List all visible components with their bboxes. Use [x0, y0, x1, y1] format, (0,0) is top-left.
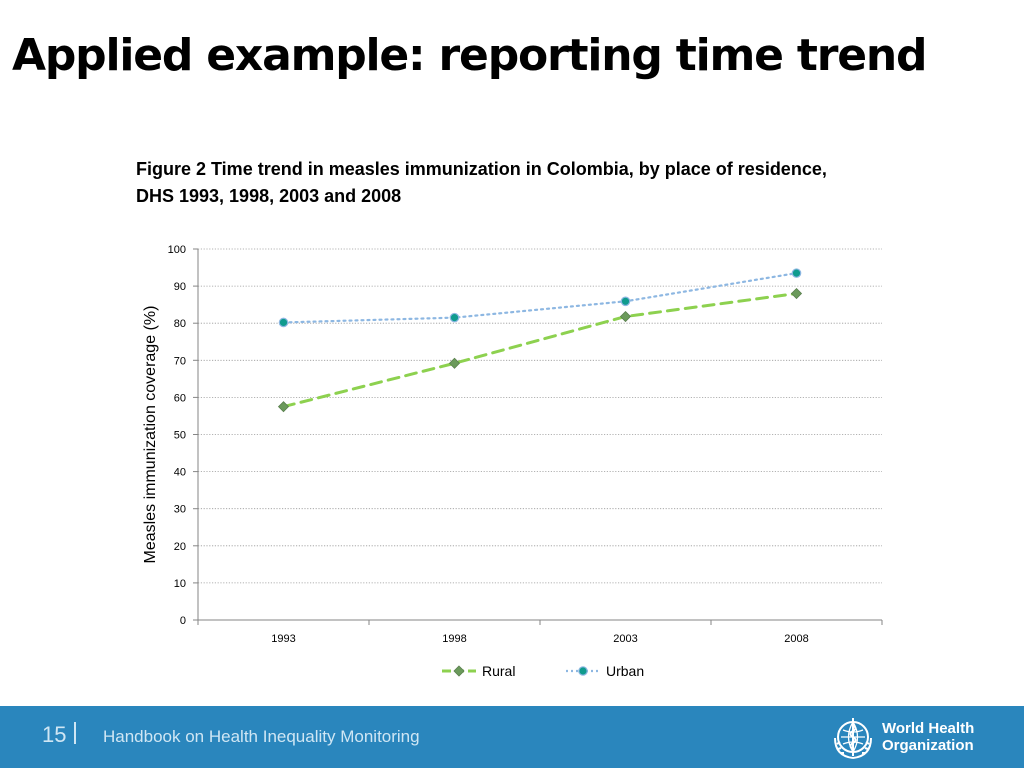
y-tick-label: 30 [174, 504, 186, 516]
y-tick-label: 0 [180, 615, 186, 627]
y-tick-label: 90 [174, 281, 186, 293]
who-organization-name: World Health Organization [882, 720, 974, 754]
x-tick-label: 1993 [271, 633, 295, 645]
y-tick-label: 40 [174, 467, 186, 479]
figure-caption-line-1: Figure 2 Time trend in measles immunizat… [136, 159, 827, 179]
y-tick-label: 60 [174, 392, 186, 404]
legend-label-urban: Urban [606, 663, 644, 679]
slide-title: Applied example: reporting time trend [12, 30, 928, 81]
data-point-urban [449, 312, 460, 323]
figure-caption: Figure 2 Time trend in measles immunizat… [136, 156, 916, 210]
who-name-line-2: Organization [882, 737, 974, 754]
legend-marker-urban [578, 666, 588, 676]
legend-label-rural: Rural [482, 663, 515, 679]
who-name-line-1: World Health [882, 720, 975, 737]
x-tick-label: 2008 [784, 633, 808, 645]
data-point-rural [619, 310, 632, 323]
y-axis-title: Measles immunization coverage (%) [142, 306, 159, 564]
series-line-urban [282, 272, 798, 324]
y-tick-label: 100 [168, 244, 186, 256]
page-number-divider [74, 722, 76, 744]
legend-marker-rural [453, 665, 465, 677]
footer-title: Handbook on Health Inequality Monitoring [103, 727, 420, 746]
line-chart: 0 10 20 30 40 50 60 70 80 90 100 1993 1998 2003 2008 Me… [142, 244, 883, 679]
who-emblem-icon [834, 718, 872, 759]
figure-caption-line-2: DHS 1993, 1998, 2003 and 2008 [136, 186, 402, 206]
footer-bar: 15 Handbook on Health Inequality Monitor… [0, 706, 1024, 768]
y-tick-label: 80 [174, 318, 186, 330]
data-point-rural [448, 357, 461, 369]
page-number: 15 [42, 722, 67, 747]
y-tick-label: 20 [174, 541, 186, 553]
y-tick-label: 10 [174, 578, 186, 590]
x-tick-label: 1998 [442, 633, 466, 645]
data-point-rural [790, 287, 803, 300]
x-tick-label: 2003 [613, 633, 637, 645]
y-tick-label: 50 [174, 430, 186, 442]
data-point-rural [277, 401, 290, 413]
series-line-rural [282, 292, 798, 409]
data-point-urban [278, 317, 289, 328]
y-tick-label: 70 [174, 355, 186, 367]
data-point-urban [791, 268, 802, 278]
data-point-urban [620, 296, 631, 307]
